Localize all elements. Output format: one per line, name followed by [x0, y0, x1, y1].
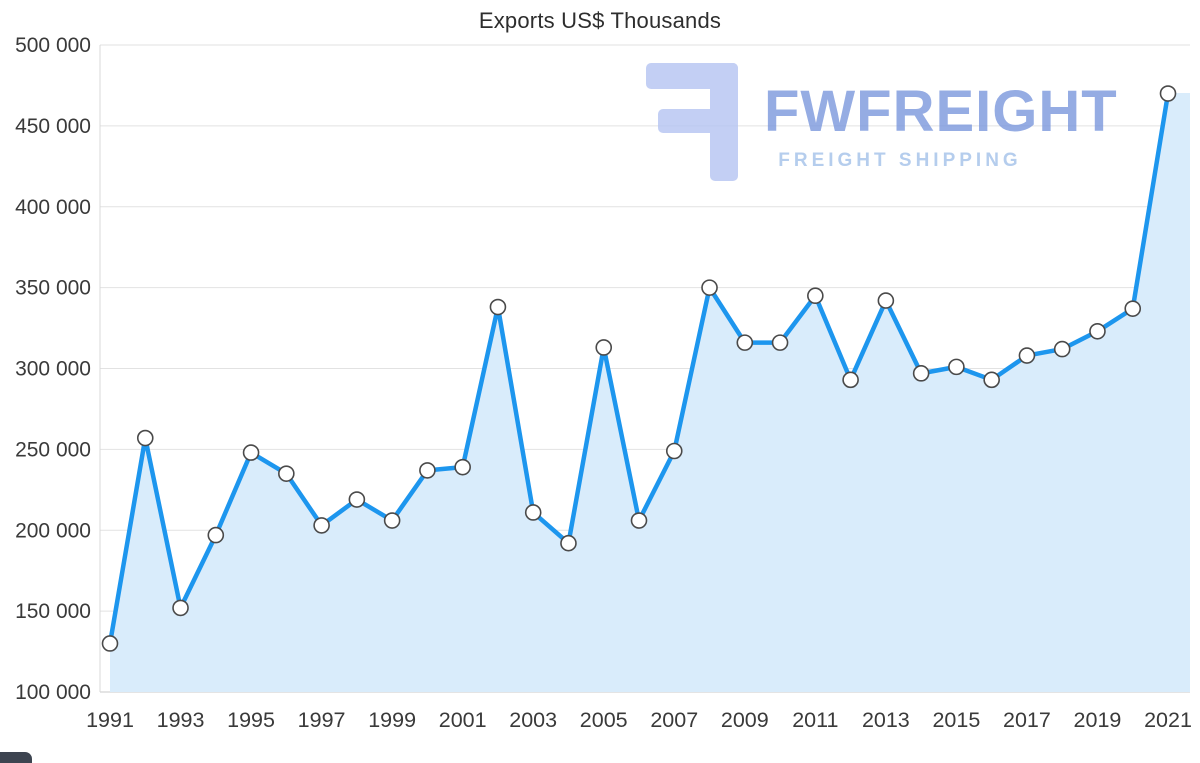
y-tick-label: 200 000: [15, 519, 91, 542]
y-tick-label: 400 000: [15, 196, 91, 219]
data-point-marker: [1159, 85, 1177, 102]
x-tick-label: 2019: [1074, 708, 1122, 732]
data-point-marker: [454, 458, 471, 476]
data-point-marker: [595, 339, 613, 356]
y-tick-label: 250 000: [15, 438, 91, 461]
data-point-marker: [665, 442, 683, 460]
x-tick-label: 2005: [580, 708, 628, 732]
y-tick-label: 450 000: [15, 115, 91, 138]
bottom-left-artifact: [0, 752, 32, 763]
x-tick-label: 2013: [862, 708, 910, 732]
data-point-marker: [912, 365, 930, 382]
data-point-marker: [630, 512, 648, 529]
x-tick-label: 1997: [298, 708, 346, 732]
data-point-marker: [242, 444, 260, 461]
data-point-marker: [983, 371, 1000, 389]
data-point-marker: [489, 298, 507, 316]
x-tick-label: 2021: [1144, 708, 1192, 732]
chart-title: Exports US$ Thousands: [478, 8, 722, 33]
data-point-marker: [877, 292, 895, 309]
x-tick-label: 2017: [1003, 708, 1051, 732]
data-point-marker: [1089, 322, 1106, 340]
data-point-marker: [419, 462, 436, 479]
data-point-marker: [1053, 340, 1071, 358]
y-tick-label: 100 000: [15, 681, 91, 704]
y-tick-label: 300 000: [15, 358, 91, 381]
data-point-marker: [383, 512, 401, 529]
data-point-marker: [348, 491, 366, 508]
x-tick-label: 1993: [157, 708, 205, 732]
x-tick-label: 2015: [932, 708, 980, 732]
x-tick-label: 2001: [439, 708, 487, 732]
data-point-marker: [736, 334, 754, 351]
data-point-marker: [172, 599, 189, 617]
data-point-marker: [701, 279, 718, 296]
data-point-marker: [560, 534, 577, 552]
x-tick-label: 2003: [509, 708, 557, 732]
x-tick-label: 2011: [792, 708, 838, 732]
data-point-marker: [207, 526, 225, 544]
data-point-marker: [313, 517, 330, 534]
series-area-fill: [110, 93, 1190, 692]
data-point-marker: [807, 287, 824, 305]
data-point-marker: [524, 504, 542, 521]
y-tick-label: 350 000: [15, 277, 91, 300]
data-point-marker: [1124, 300, 1142, 317]
y-tick-label: 150 000: [15, 600, 91, 623]
x-tick-label: 1995: [227, 708, 275, 732]
data-point-marker: [771, 334, 789, 351]
data-point-marker: [136, 429, 154, 447]
data-point-marker: [278, 465, 295, 482]
x-tick-label: 2007: [650, 708, 698, 732]
x-tick-label: 1999: [368, 708, 416, 732]
x-tick-label: 1991: [86, 708, 134, 732]
data-point-marker: [842, 371, 859, 389]
x-tick-label: 2009: [721, 708, 769, 732]
data-point-marker: [1018, 347, 1036, 364]
y-tick-label: 500 000: [15, 34, 91, 57]
data-point-marker: [101, 635, 119, 652]
data-point-marker: [948, 358, 965, 376]
